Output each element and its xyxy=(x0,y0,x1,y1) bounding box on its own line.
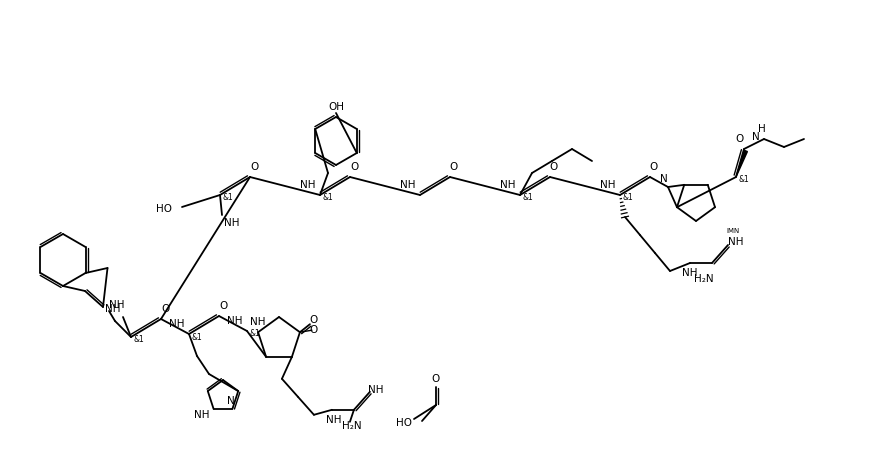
Text: N: N xyxy=(753,132,760,142)
Text: N: N xyxy=(660,174,668,184)
Text: N: N xyxy=(227,396,235,406)
Text: OH: OH xyxy=(328,102,344,112)
Text: O: O xyxy=(450,162,458,172)
Text: O: O xyxy=(736,134,744,144)
Text: H₂N: H₂N xyxy=(694,274,714,284)
Text: O: O xyxy=(310,315,318,325)
Text: &1: &1 xyxy=(249,329,261,338)
Text: H₂N: H₂N xyxy=(342,421,362,431)
Text: O: O xyxy=(310,325,318,335)
Text: O: O xyxy=(550,162,558,172)
Text: NH: NH xyxy=(250,317,266,327)
Text: NH: NH xyxy=(106,304,120,314)
Text: NH: NH xyxy=(400,180,416,190)
Text: NH: NH xyxy=(501,180,515,190)
Text: NH: NH xyxy=(109,300,125,310)
Text: NH: NH xyxy=(728,237,744,247)
Text: NH: NH xyxy=(600,180,616,190)
Text: IMN: IMN xyxy=(726,228,739,234)
Text: &1: &1 xyxy=(192,332,202,342)
Text: &1: &1 xyxy=(323,194,333,203)
Text: O: O xyxy=(219,301,227,311)
Text: &1: &1 xyxy=(222,194,234,203)
Text: &1: &1 xyxy=(623,194,633,203)
Text: O: O xyxy=(432,374,440,384)
Polygon shape xyxy=(736,150,747,177)
Text: O: O xyxy=(650,162,658,172)
Text: NH: NH xyxy=(228,316,242,326)
Text: O: O xyxy=(250,162,258,172)
Text: H: H xyxy=(758,124,766,134)
Text: O: O xyxy=(160,304,169,314)
Text: NH: NH xyxy=(224,218,240,228)
Text: &1: &1 xyxy=(522,194,534,203)
Text: NH: NH xyxy=(169,319,185,329)
Text: &1: &1 xyxy=(133,336,145,345)
Text: NH: NH xyxy=(194,410,209,420)
Text: HO: HO xyxy=(156,204,172,214)
Text: NH: NH xyxy=(682,268,698,278)
Text: &1: &1 xyxy=(739,175,749,185)
Text: O: O xyxy=(350,162,358,172)
Text: NH: NH xyxy=(300,180,316,190)
Text: NH: NH xyxy=(326,415,342,425)
Text: HO: HO xyxy=(396,418,412,428)
Text: NH: NH xyxy=(368,385,384,395)
